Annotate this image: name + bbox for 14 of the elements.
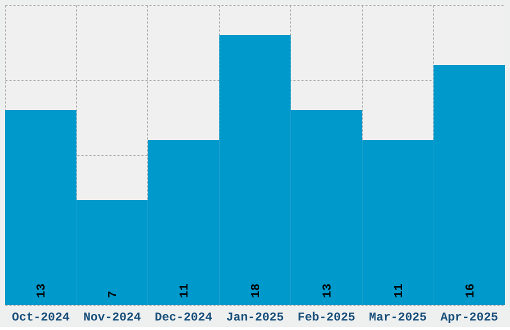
data-label: 7 [106, 290, 120, 298]
x-tick-label: Nov-2024 [83, 310, 141, 324]
data-label: 11 [392, 284, 406, 298]
data-label: 13 [34, 284, 49, 298]
x-tick-label: Oct-2024 [12, 310, 70, 324]
x-tick-label: Jan-2025 [226, 310, 284, 324]
data-label: 16 [463, 284, 478, 298]
x-tick-label: Apr-2025 [440, 310, 498, 324]
data-label: 13 [320, 284, 334, 298]
x-tick-label: Mar-2025 [369, 310, 427, 324]
x-tick-label: Feb-2025 [298, 310, 356, 324]
data-label: 18 [249, 284, 263, 298]
data-label: 11 [178, 284, 192, 298]
x-tick-label: Dec-2024 [154, 310, 212, 324]
